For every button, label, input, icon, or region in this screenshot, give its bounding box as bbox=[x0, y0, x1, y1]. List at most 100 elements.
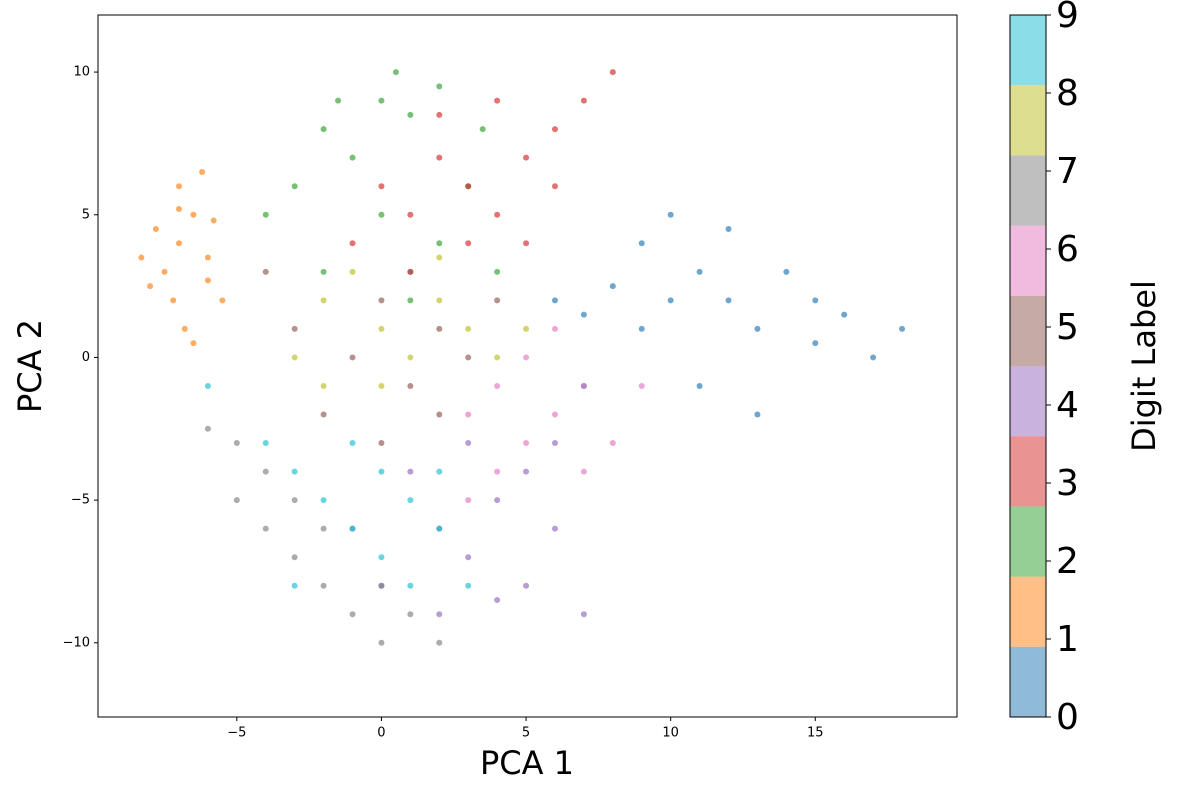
point bbox=[378, 639, 385, 646]
point bbox=[494, 97, 501, 104]
point bbox=[523, 468, 530, 475]
point bbox=[320, 497, 327, 504]
point bbox=[494, 354, 501, 361]
point bbox=[181, 325, 188, 332]
point bbox=[320, 582, 327, 589]
plot-area bbox=[98, 15, 957, 717]
point bbox=[349, 240, 356, 247]
point bbox=[696, 382, 703, 389]
point bbox=[696, 268, 703, 275]
point bbox=[523, 440, 530, 447]
point bbox=[465, 582, 472, 589]
point bbox=[494, 497, 501, 504]
colorbar-segment bbox=[1010, 225, 1046, 296]
point bbox=[349, 268, 356, 275]
point bbox=[152, 226, 159, 233]
point bbox=[138, 254, 145, 261]
point bbox=[407, 354, 414, 361]
point bbox=[494, 597, 501, 603]
point bbox=[378, 468, 385, 475]
point bbox=[667, 297, 674, 304]
point bbox=[262, 468, 269, 475]
point bbox=[523, 154, 530, 161]
point bbox=[175, 240, 182, 247]
point bbox=[392, 69, 399, 76]
colorbar-segment bbox=[1010, 576, 1046, 647]
point bbox=[436, 468, 443, 475]
colorbar-tick-label: 7 bbox=[1056, 151, 1079, 192]
point bbox=[349, 440, 356, 447]
point bbox=[465, 497, 472, 504]
point bbox=[523, 354, 530, 361]
point bbox=[436, 411, 443, 418]
point bbox=[320, 126, 327, 133]
point bbox=[899, 325, 906, 332]
point bbox=[407, 268, 414, 275]
point bbox=[291, 183, 298, 190]
point bbox=[407, 211, 414, 218]
colorbar-tick-label: 5 bbox=[1056, 307, 1079, 348]
point bbox=[436, 111, 443, 118]
colorbar-segment bbox=[1010, 366, 1046, 437]
point bbox=[262, 268, 269, 275]
colorbar-tick-label: 0 bbox=[1056, 697, 1079, 738]
x-axis-label: PCA 1 bbox=[480, 744, 574, 782]
colorbar-segment bbox=[1010, 436, 1046, 507]
y-tick-label: −10 bbox=[63, 635, 90, 650]
point bbox=[175, 183, 182, 190]
point bbox=[291, 468, 298, 475]
point bbox=[436, 83, 443, 90]
point bbox=[378, 325, 385, 332]
point bbox=[204, 277, 211, 284]
point bbox=[551, 440, 558, 447]
colorbar-segment bbox=[1010, 646, 1046, 717]
point bbox=[783, 268, 790, 275]
point bbox=[349, 611, 356, 618]
point bbox=[407, 582, 414, 589]
point bbox=[291, 554, 298, 561]
colorbar-segment bbox=[1010, 85, 1046, 156]
point bbox=[436, 240, 443, 247]
point bbox=[170, 297, 177, 304]
point bbox=[580, 611, 587, 618]
point bbox=[407, 382, 414, 389]
point bbox=[667, 211, 674, 218]
point bbox=[436, 639, 443, 646]
point bbox=[580, 311, 587, 318]
point bbox=[436, 525, 443, 532]
point bbox=[436, 154, 443, 161]
point bbox=[349, 354, 356, 361]
point bbox=[436, 325, 443, 332]
point bbox=[320, 525, 327, 532]
point bbox=[291, 354, 298, 361]
point bbox=[378, 554, 385, 561]
point bbox=[320, 268, 327, 275]
y-axis-label: PCA 2 bbox=[11, 319, 49, 413]
point bbox=[161, 268, 168, 275]
point bbox=[190, 211, 197, 218]
colorbar-label: Digit Label bbox=[1125, 280, 1163, 452]
point bbox=[320, 382, 327, 389]
point bbox=[219, 297, 226, 304]
point bbox=[378, 211, 385, 218]
point bbox=[494, 468, 501, 475]
point bbox=[436, 254, 443, 261]
point bbox=[754, 411, 761, 418]
point bbox=[465, 183, 472, 190]
colorbar-tick-label: 2 bbox=[1056, 541, 1079, 582]
colorbar-tick-label: 9 bbox=[1056, 0, 1079, 36]
point bbox=[436, 611, 443, 618]
x-tick-label: 0 bbox=[377, 726, 385, 741]
point bbox=[609, 440, 616, 447]
point bbox=[523, 240, 530, 247]
point bbox=[551, 183, 558, 190]
point bbox=[580, 382, 587, 389]
point bbox=[407, 468, 414, 475]
x-tick-label: 15 bbox=[807, 726, 824, 741]
point bbox=[233, 497, 240, 504]
point bbox=[175, 206, 182, 213]
point bbox=[725, 226, 732, 233]
point bbox=[841, 311, 848, 318]
point bbox=[233, 440, 240, 447]
